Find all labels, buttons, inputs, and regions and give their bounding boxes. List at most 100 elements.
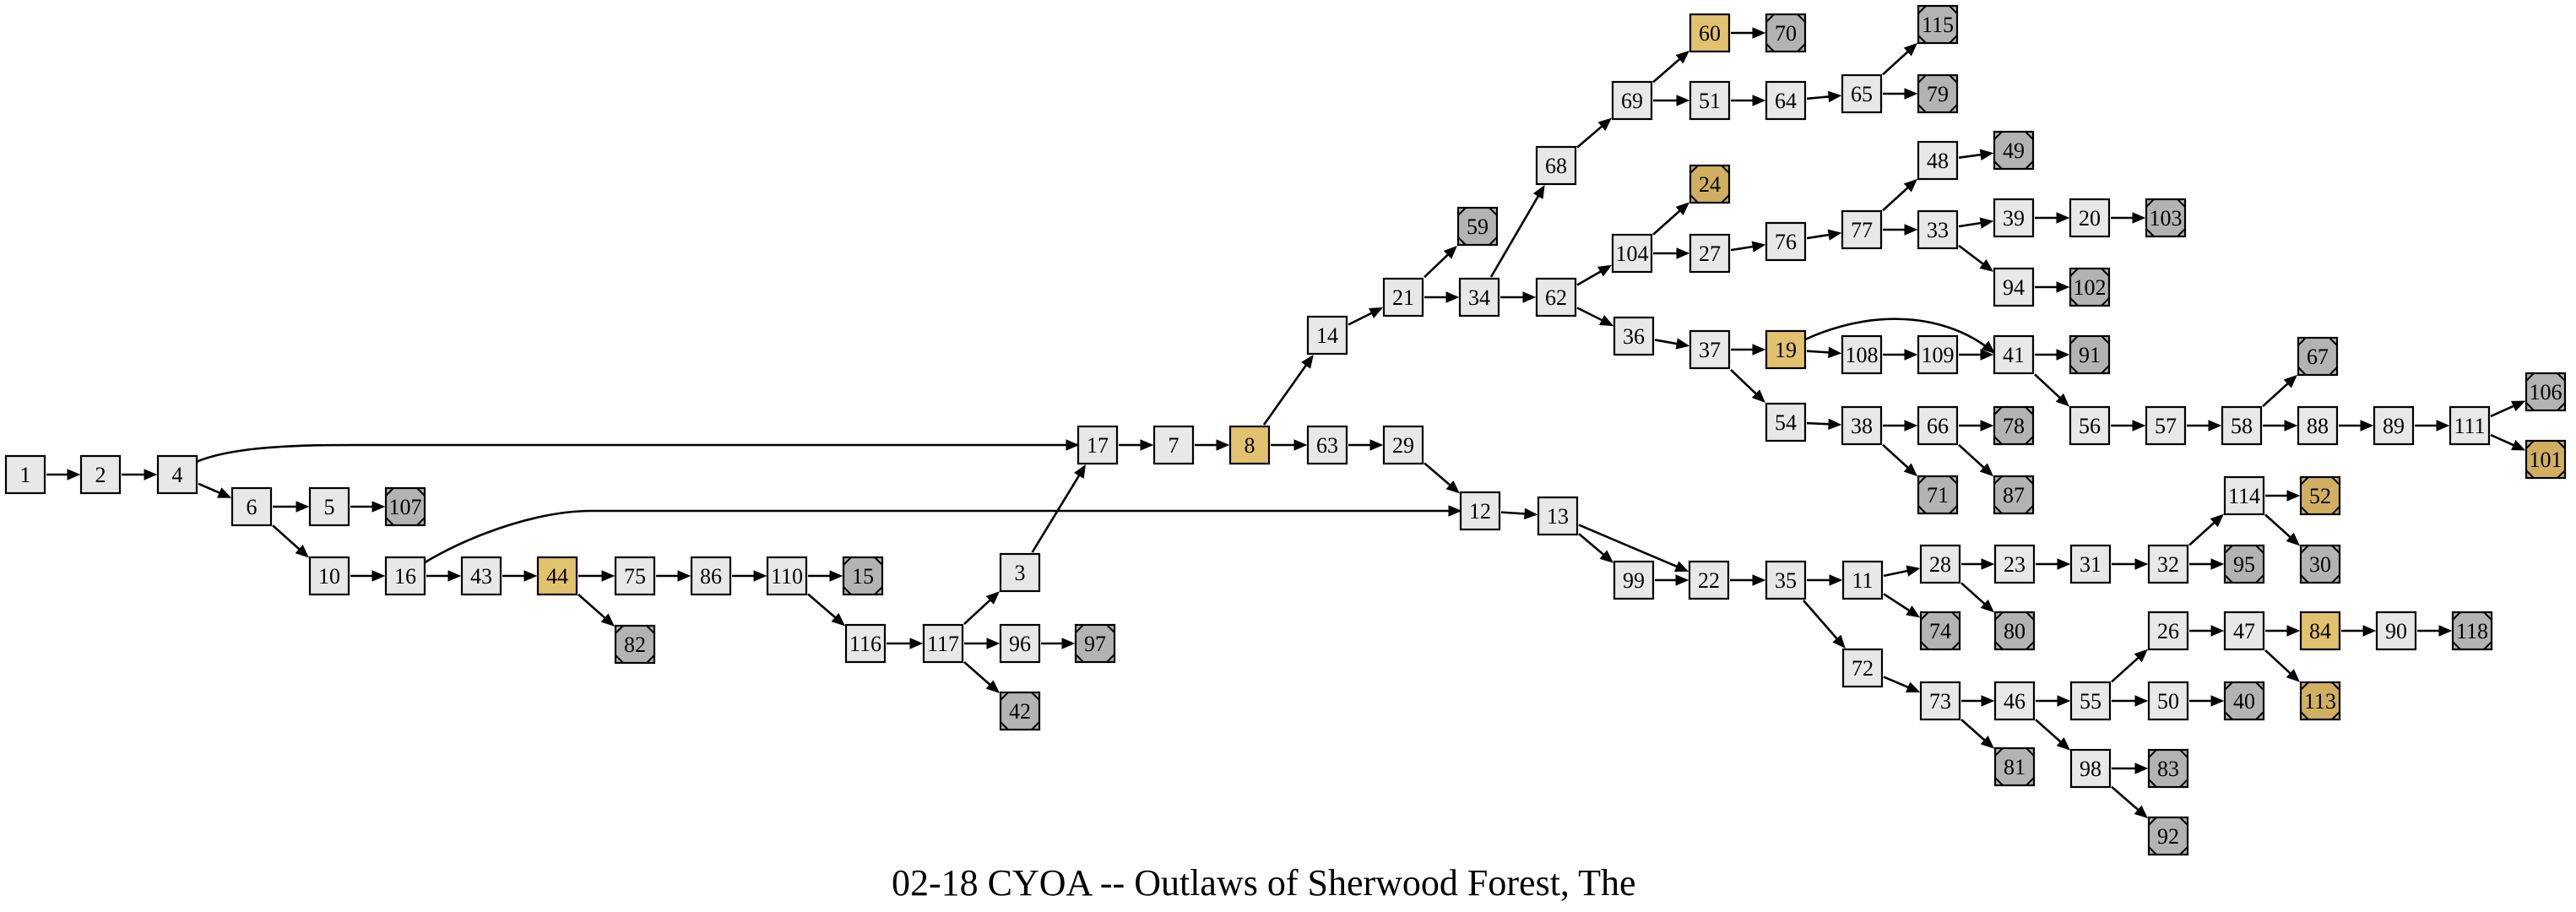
ending-corner-mark [2026, 777, 2035, 786]
node-71: 71 [1917, 475, 1959, 515]
node-box [1689, 80, 1731, 121]
node-label: 56 [2079, 414, 2101, 438]
edge-48-to-49-arrowhead [1979, 149, 1994, 160]
node-7: 7 [1152, 425, 1195, 465]
node-11: 11 [1841, 560, 1884, 600]
ending-corner-mark [2255, 711, 2264, 720]
edge-73-to-81-arrowhead [1980, 736, 1994, 749]
ending-corner-mark [385, 517, 394, 526]
edge-2-to-4-arrowhead [144, 469, 158, 480]
ending-corner-mark [1489, 207, 1498, 216]
node-label: 64 [1775, 89, 1797, 113]
node-21: 21 [1382, 277, 1424, 318]
node-label: 96 [1009, 632, 1031, 656]
node-box [1993, 130, 2035, 171]
node-box [1993, 611, 2036, 651]
node-82: 82 [614, 624, 656, 665]
edge-110-to-116-arrowhead [831, 612, 845, 627]
edge-94-to-102-arrowhead [2056, 281, 2070, 293]
edge-32-to-114 [2188, 520, 2216, 546]
ending-corner-mark [1075, 624, 1084, 633]
node-box [2451, 611, 2493, 651]
node-107: 107 [384, 486, 426, 527]
edge-29-to-12 [1424, 462, 1452, 487]
ending-corner-mark [1994, 747, 2004, 757]
node-37: 37 [1689, 329, 1731, 370]
edge-38-to-71-arrowhead [1903, 463, 1917, 477]
edge-41-to-91-arrowhead [2056, 349, 2070, 361]
node-label: 110 [771, 564, 803, 589]
ending-corner-mark [2525, 372, 2535, 382]
node-box [2299, 681, 2341, 721]
node-95: 95 [2223, 544, 2265, 584]
node-box [230, 486, 273, 527]
node-label: 15 [852, 564, 874, 589]
edge-72-to-73 [1883, 676, 1911, 689]
ending-corner-mark [1689, 165, 1699, 174]
edge-111-to-101 [2490, 433, 2516, 448]
edge-16-to-12 [404, 509, 1462, 578]
node-94: 94 [1993, 267, 2035, 307]
node-label: 33 [1927, 218, 1949, 242]
edge-73-to-81 [1960, 719, 1987, 742]
node-89: 89 [2373, 405, 2415, 446]
edge-111-to-106-arrowhead [2511, 400, 2526, 412]
node-box [1688, 560, 1730, 600]
node-label: 78 [2003, 414, 2025, 438]
node-label: 97 [1084, 632, 1106, 656]
edge-111-to-101-arrowhead [2511, 439, 2526, 451]
node-box [1456, 206, 1499, 247]
edge-44-to-82 [578, 594, 607, 621]
node-label: 111 [2454, 414, 2485, 438]
ending-corner-mark [2331, 506, 2340, 515]
ending-corner-mark [1917, 475, 1927, 485]
node-box [1917, 140, 1959, 181]
node-label: 20 [2079, 206, 2101, 231]
node-101: 101 [2524, 439, 2567, 480]
ending-corner-mark [1949, 35, 1958, 44]
edge-89-to-111-arrowhead [2436, 420, 2450, 432]
ending-corner-mark [2026, 641, 2035, 650]
node-box [2069, 405, 2111, 446]
node-box [1613, 560, 1655, 600]
node-10: 10 [308, 556, 350, 596]
edge-13-to-22 [1578, 524, 1679, 568]
ending-corner-mark [1993, 436, 2003, 445]
node-108: 108 [1841, 334, 1883, 375]
node-17: 17 [1076, 425, 1119, 465]
node-box [1152, 425, 1195, 465]
node-label: 32 [2157, 552, 2179, 577]
node-box [1917, 475, 1959, 515]
edge-84-to-90-arrowhead [2362, 625, 2377, 637]
ending-corner-mark [2224, 681, 2233, 691]
node-label: 87 [2003, 483, 2025, 508]
ending-corner-mark [874, 586, 883, 595]
ending-corner-mark [1797, 14, 1806, 23]
node-label: 21 [1392, 285, 1414, 310]
node-116: 116 [844, 623, 887, 664]
ending-corner-mark [2297, 366, 2307, 376]
node-label: 88 [2307, 414, 2329, 438]
node-label: 83 [2157, 757, 2179, 781]
ending-corner-mark [2525, 402, 2535, 411]
node-44: 44 [536, 556, 578, 596]
node-box [1535, 145, 1577, 186]
node-78: 78 [1993, 405, 2035, 446]
node-74: 74 [1919, 611, 1961, 651]
edge-47-to-113-arrowhead [2286, 669, 2300, 682]
node-24: 24 [1689, 164, 1731, 204]
edge-86-to-110-arrowhead [753, 570, 767, 582]
node-110: 110 [766, 556, 808, 596]
ending-corner-mark [2331, 711, 2340, 720]
edge-13-to-22-arrowhead [1674, 561, 1689, 572]
edge-69-to-60 [1652, 57, 1682, 84]
node-label: 77 [1851, 218, 1873, 242]
node-106: 106 [2524, 372, 2567, 412]
node-box [1306, 315, 1348, 356]
ending-corner-mark [2483, 611, 2492, 621]
node-label: 107 [389, 495, 422, 519]
edge-27-to-76-arrowhead [1751, 241, 1766, 252]
ending-corner-mark [2452, 641, 2461, 650]
ending-corner-mark [2331, 545, 2340, 554]
node-box [2221, 405, 2263, 446]
